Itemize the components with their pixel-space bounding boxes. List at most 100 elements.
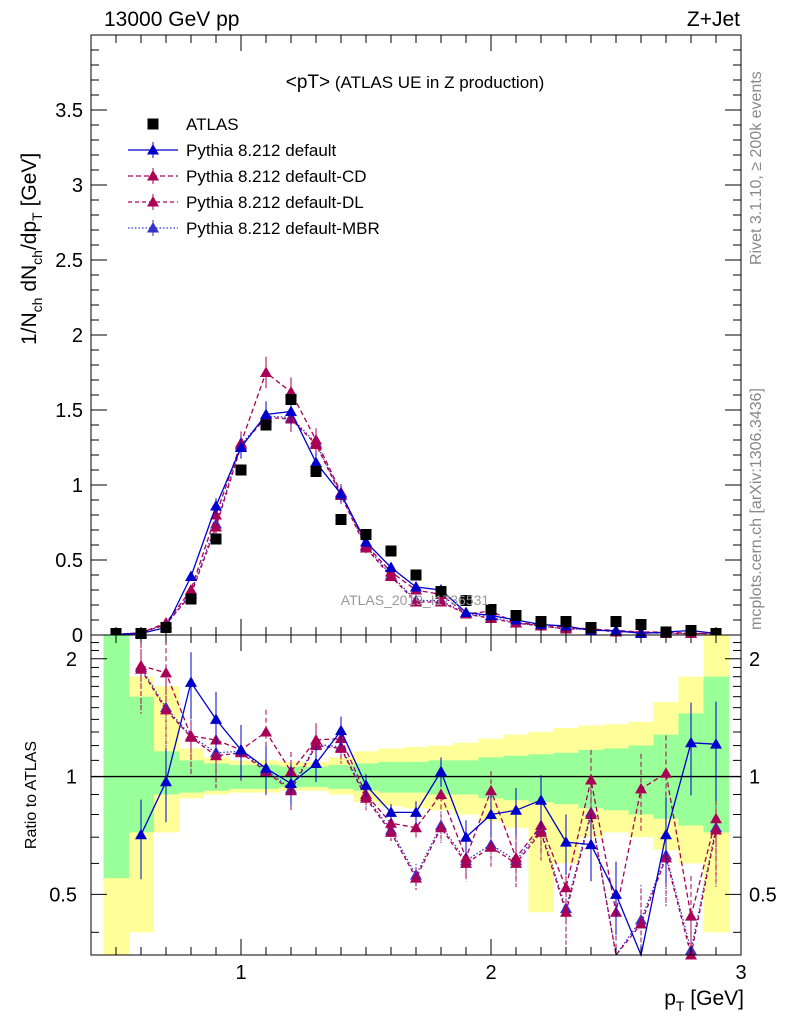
data-point [635,619,647,630]
ratio-point [435,765,447,777]
ratio-point [460,851,472,863]
ratio-point [685,910,697,921]
x-tick-label: 2 [485,962,496,984]
ylabel-part: ch [29,298,45,313]
ratio-plot-data [91,635,741,960]
uncertainty-band-inner [603,748,629,811]
ratio-point [235,743,247,755]
legend-marker [147,144,159,155]
data-point [510,610,522,621]
ratio-point [410,872,422,883]
ratio-series-line-1 [140,665,717,917]
header: 13000 GeV pp Z+Jet [104,8,740,31]
data-point [185,593,197,605]
data-point [260,419,272,431]
data-point [310,456,322,467]
ratio-point [210,713,222,724]
ratio-point [135,659,147,671]
data-point [460,595,472,606]
data-point [235,441,247,452]
ratio-point [560,836,572,847]
legend-marker [147,222,159,233]
ratio-y-tick-label: 1 [66,767,77,789]
y-tick-label: 1 [72,475,83,497]
ratio-point [460,831,472,842]
ratio-point [260,725,272,737]
ratio-series-line-3 [140,667,717,957]
ratio-point [635,918,647,929]
data-point [335,514,347,525]
main-axes: 0 0.5 1 1.5 2 2.5 3 3.5 [55,35,741,647]
ylabel-part: [GeV] [18,153,41,213]
ratio-point [585,773,597,785]
uncertainty-band-inner [553,752,579,805]
rivet-version-label: Rivet 3.1.10, ≥ 200k events [748,71,765,265]
legend-marker [147,118,159,130]
y-tick-label: 3.5 [55,100,83,122]
ratio-point [385,806,397,817]
legend: ATLAS Pythia 8.212 default Pythia 8.212 de… [128,115,380,238]
ratio-point [410,806,422,817]
x-tick-label: 1 [235,962,246,984]
y-tick-label: 2.5 [55,250,83,272]
legend-label: Pythia 8.212 default-DL [186,193,364,212]
y-tick-label: 0 [72,625,83,647]
ratio-point [285,777,297,789]
data-point [210,509,222,520]
uncertainty-band-inner [403,761,429,793]
ratio-y-tick-label: 2 [66,649,77,671]
ratio-point [335,742,347,753]
data-point [210,533,222,545]
ratio-y-tick-label-right: 1 [749,767,760,789]
ratio-y-tick-label: 0.5 [49,884,77,906]
ylabel-part: dN [18,265,41,298]
side-labels: Rivet 3.1.10, ≥ 200k events mcplots.cern… [748,71,765,630]
legend-marker [147,170,159,181]
ratio-point [485,784,497,796]
ratio-y-tick-label-right: 0.5 [749,884,777,906]
uncertainty-band-inner [378,761,404,793]
x-tick-label: 3 [735,962,746,984]
data-point [410,569,422,581]
plot-title-sub: (ATLAS UE in Z production) [330,73,544,92]
main-y-axis-label: 1/Nch dNch/dpT [GeV] [18,153,45,345]
ratio-point [260,762,272,773]
legend-label: Pythia 8.212 default-MBR [186,219,380,238]
data-point [185,570,197,581]
legend-label: Pythia 8.212 default [186,141,337,160]
data-point [410,596,422,607]
ylabel-part: /dp [18,221,41,250]
data-point [310,434,322,445]
data-point [335,488,347,499]
ratio-point [460,857,472,868]
data-point [610,616,622,627]
legend-label: Pythia 8.212 default-CD [186,167,367,186]
data-point [310,466,322,477]
data-point [435,586,447,597]
xlabel-part: p [664,987,676,1010]
ratio-point [510,851,522,863]
uncertainty-band-inner [453,760,479,795]
ratio-panel: 0.5 0.5 1 1 2 2 1 2 3 Ratio to ATLAS pT [GeV] [23,634,777,1014]
ratio-point [435,821,447,833]
data-point [185,584,197,595]
ratio-point [410,821,422,833]
ratio-point [160,666,172,678]
ratio-point [310,757,322,768]
ratio-point [585,838,597,850]
ylabel-part: ch [29,250,45,265]
ratio-point [185,729,197,741]
ratio-point [160,775,172,787]
y-tick-label: 1.5 [55,400,83,422]
ratio-point [635,782,647,794]
header-energy: 13000 GeV pp [104,8,239,31]
main-panel: 0 0.5 1 1.5 2 2.5 3 3.5 ATLAS_2019_I1736531 <pT… [18,34,742,647]
ratio-y-axis-label: Ratio to ATLAS [23,741,40,849]
data-point [285,386,297,397]
y-tick-label: 3 [72,175,83,197]
ratio-point [685,736,697,748]
plot-title: <pT> (ATLAS UE in Z production) [286,72,545,93]
data-point [435,596,447,607]
data-point [385,545,397,557]
ratio-point [360,779,372,790]
